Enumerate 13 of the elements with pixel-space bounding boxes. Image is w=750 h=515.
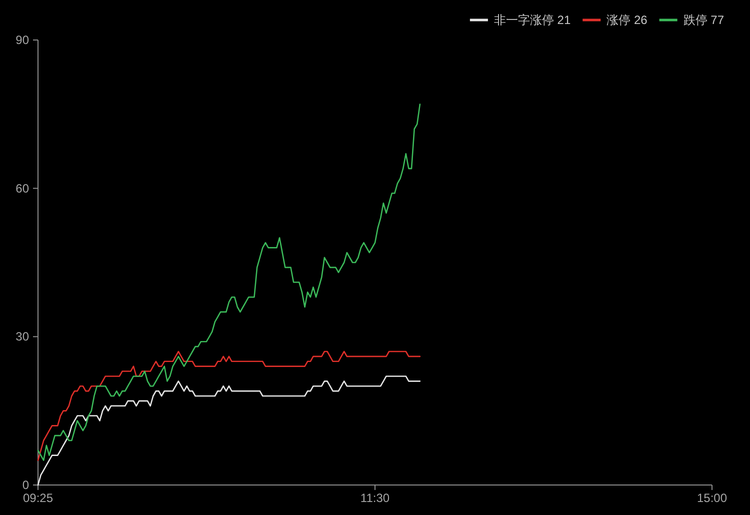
- x-tick-label: 09:25: [22, 491, 54, 505]
- y-tick-label: 30: [16, 330, 30, 344]
- line-series: [37, 350, 421, 461]
- y-tick-label: 60: [16, 181, 30, 196]
- legend-label: 非一字涨停 21: [494, 13, 571, 27]
- y-tick-label: 0: [22, 478, 30, 492]
- y-tick-label: 90: [16, 33, 30, 47]
- legend-label: 跌停 77: [683, 13, 724, 27]
- line-series: [37, 104, 421, 461]
- x-tick-label: 15:00: [696, 491, 728, 505]
- line-series: [37, 376, 421, 486]
- legend-label: 涨停 26: [606, 13, 648, 27]
- x-tick-label: 11:30: [360, 491, 390, 505]
